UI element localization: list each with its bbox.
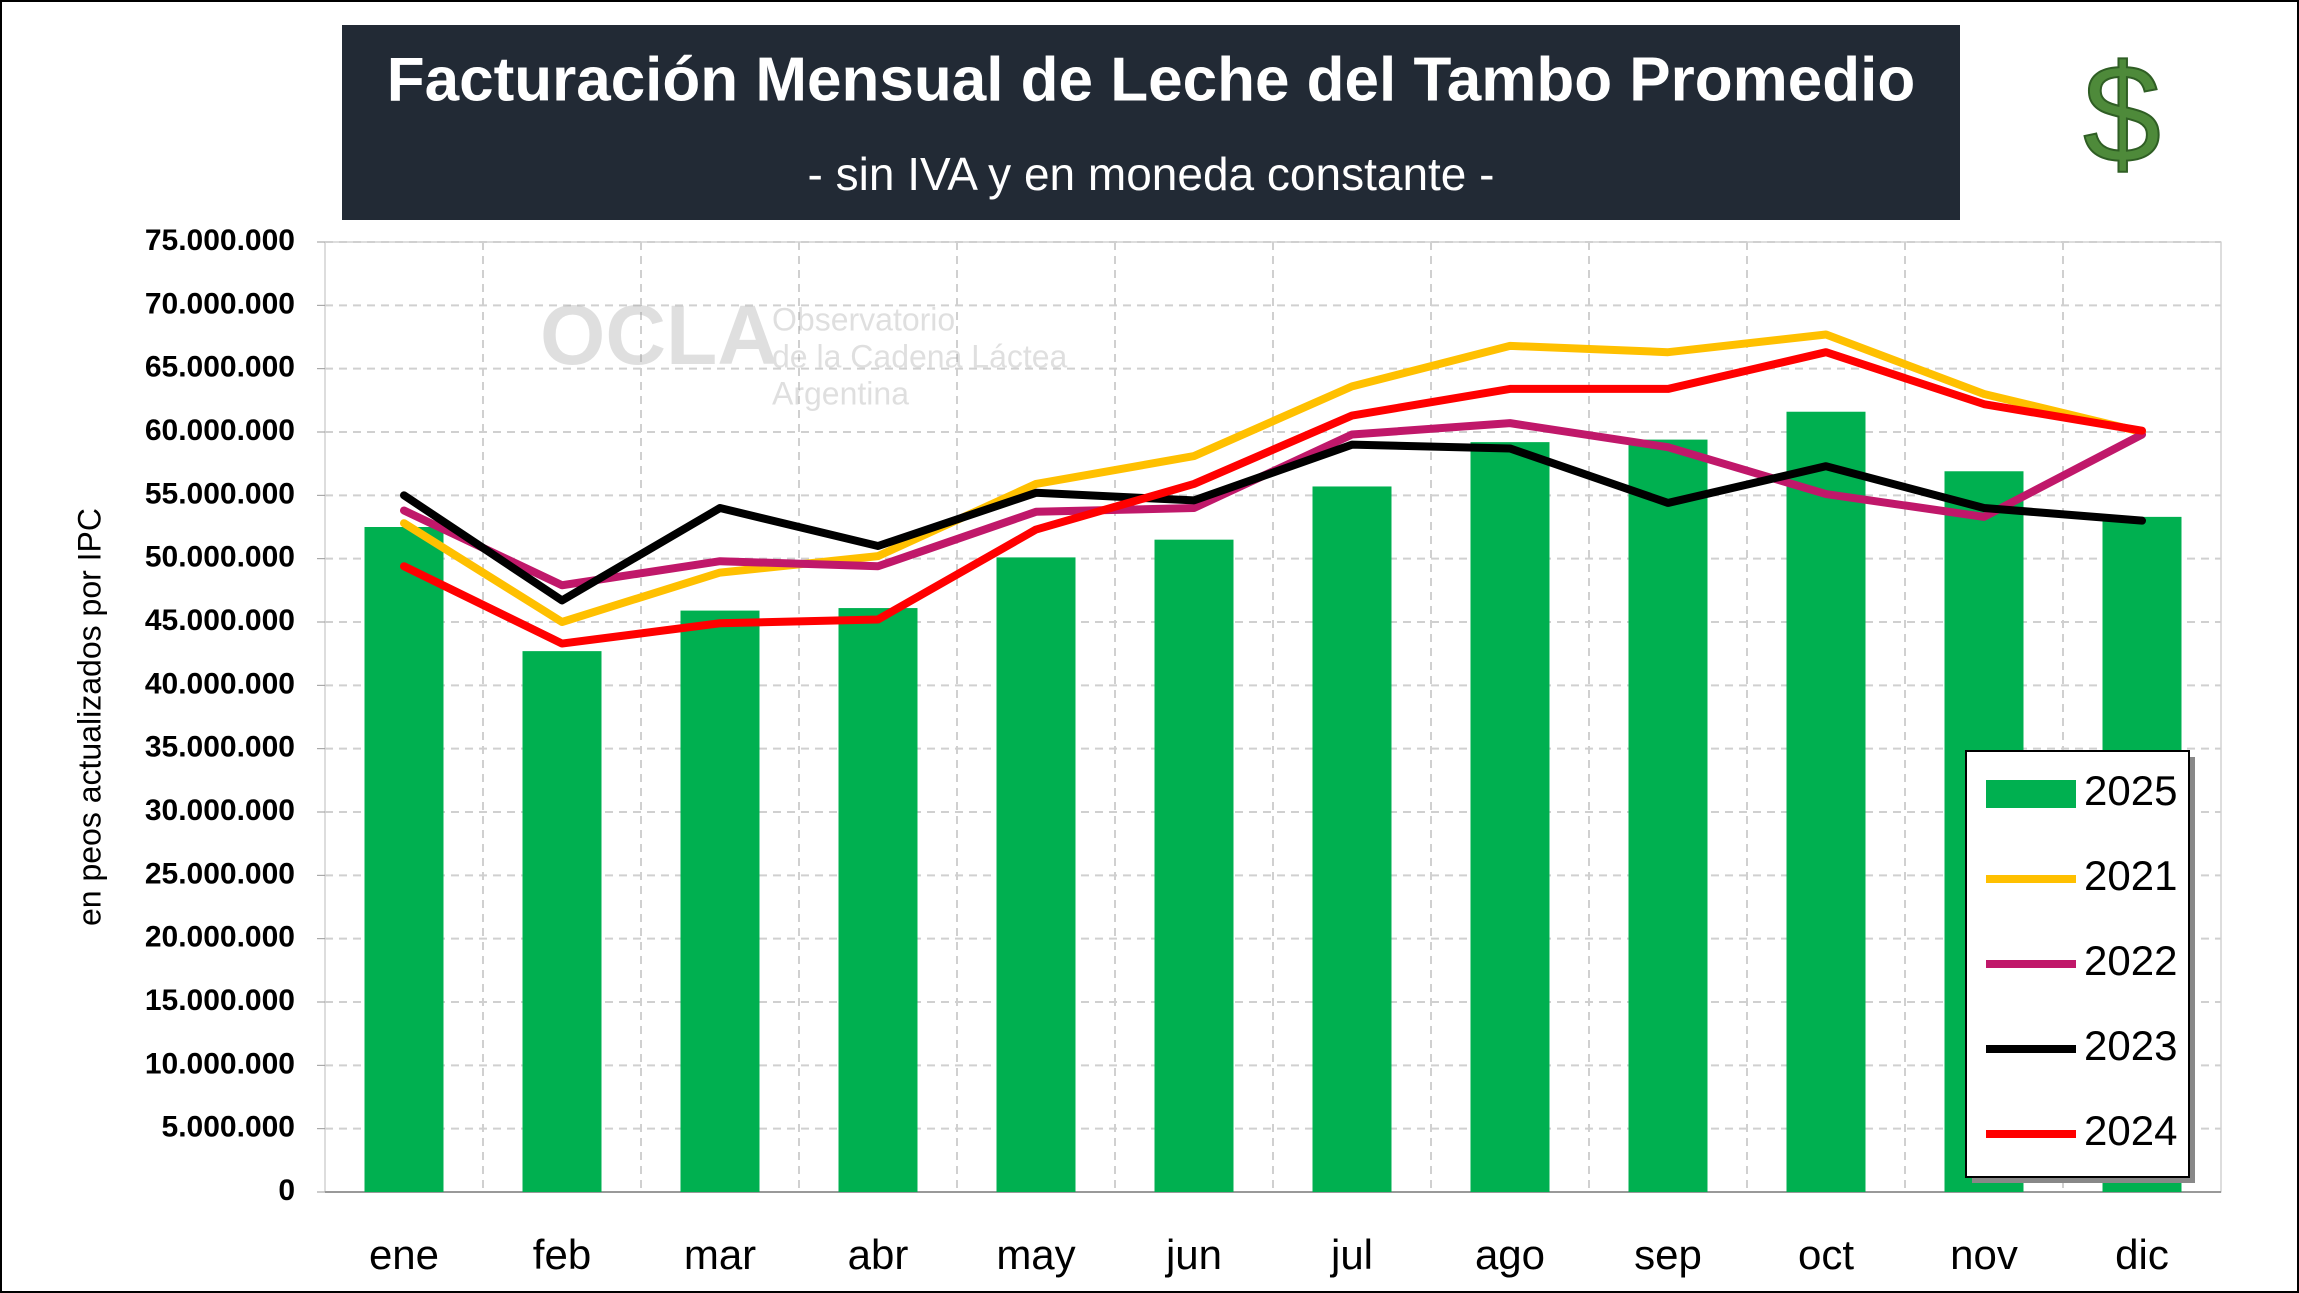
y-tick-label: 45.000.000 <box>145 604 295 637</box>
bar <box>1470 442 1550 1193</box>
y-tick-label: 25.000.000 <box>145 857 295 890</box>
x-tick-label: may <box>996 1231 1075 1278</box>
legend-label: 2023 <box>2084 1022 2177 1069</box>
chart-subtitle: - sin IVA y en moneda constante - <box>808 148 1495 200</box>
x-tick-label: ago <box>1475 1231 1545 1278</box>
dollar-icon: $ <box>2083 35 2161 192</box>
y-tick-label: 35.000.000 <box>145 731 295 764</box>
x-tick-label: ene <box>369 1231 439 1278</box>
chart-title: Facturación Mensual de Leche del Tambo P… <box>387 45 1916 114</box>
x-tick-label: dic <box>2115 1231 2169 1278</box>
line <box>400 440 2146 605</box>
y-tick-label: 50.000.000 <box>145 541 295 574</box>
y-axis-label: en peos actualizados por IPC <box>71 508 107 926</box>
legend-label: 2024 <box>2084 1107 2177 1154</box>
bar <box>1628 439 1708 1193</box>
x-tick-label: nov <box>1950 1231 2018 1278</box>
y-tick-label: 65.000.000 <box>145 351 295 384</box>
bar <box>838 608 918 1192</box>
watermark: OCLA Observatorio de la Cadena Láctea Ar… <box>540 288 1068 411</box>
bar <box>1786 411 1866 1192</box>
watermark-line: Observatorio <box>772 301 955 337</box>
x-tick-label: sep <box>1634 1231 1702 1278</box>
bar <box>364 527 444 1192</box>
line <box>400 330 2146 626</box>
x-tick-label: jun <box>1164 1231 1222 1278</box>
legend-swatch <box>1986 780 2076 808</box>
y-tick-label: 5.000.000 <box>162 1111 295 1144</box>
y-tick-label: 20.000.000 <box>145 921 295 954</box>
line <box>400 348 2146 648</box>
y-tick-label: 60.000.000 <box>145 414 295 447</box>
bar <box>1312 486 1392 1192</box>
bar <box>996 557 1076 1192</box>
bar <box>522 651 602 1192</box>
x-tick-label: oct <box>1798 1231 1854 1278</box>
y-tick-label: 30.000.000 <box>145 794 295 827</box>
y-tick-label: 55.000.000 <box>145 477 295 510</box>
y-tick-label: 15.000.000 <box>145 984 295 1017</box>
y-tick-label: 0 <box>278 1174 295 1207</box>
title-box <box>342 25 1960 220</box>
y-tick-label: 75.000.000 <box>145 224 295 257</box>
legend-label: 2022 <box>2084 937 2177 984</box>
watermark-logo: OCLA <box>540 288 778 382</box>
x-tick-label: feb <box>533 1231 591 1278</box>
y-tick-label: 70.000.000 <box>145 287 295 320</box>
bar <box>1154 539 1234 1192</box>
watermark-line: de la Cadena Láctea <box>772 338 1068 374</box>
watermark-line: Argentina <box>772 375 909 411</box>
bar <box>680 610 760 1192</box>
x-tick-label: jul <box>1329 1231 1373 1278</box>
legend-label: 2025 <box>2084 767 2177 814</box>
x-tick-label: mar <box>684 1231 756 1278</box>
x-tick-label: abr <box>848 1231 909 1278</box>
legend-label: 2021 <box>2084 852 2177 899</box>
y-tick-label: 40.000.000 <box>145 667 295 700</box>
y-tick-label: 10.000.000 <box>145 1047 295 1080</box>
